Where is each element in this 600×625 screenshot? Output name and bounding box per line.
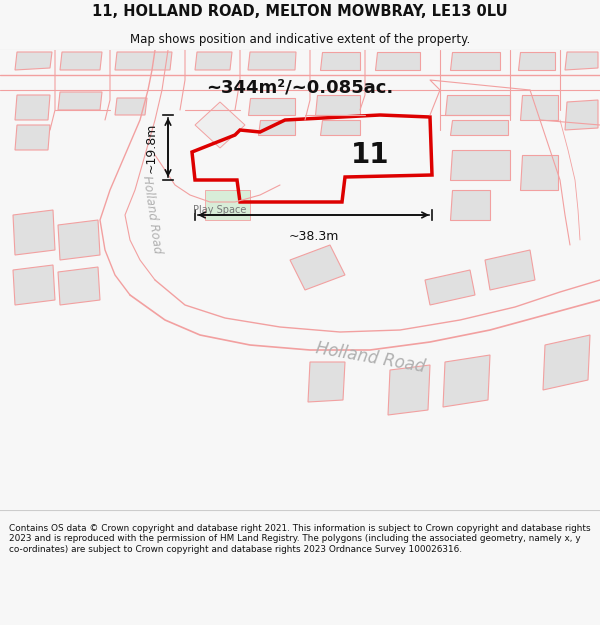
Text: Contains OS data © Crown copyright and database right 2021. This information is : Contains OS data © Crown copyright and d… — [9, 524, 590, 554]
Polygon shape — [485, 250, 535, 290]
Polygon shape — [248, 98, 295, 115]
Polygon shape — [520, 95, 558, 120]
Polygon shape — [58, 220, 100, 260]
Text: ~344m²/~0.085ac.: ~344m²/~0.085ac. — [206, 79, 394, 97]
Polygon shape — [450, 120, 508, 135]
Polygon shape — [520, 155, 558, 190]
Polygon shape — [115, 52, 172, 70]
Polygon shape — [248, 52, 296, 70]
Polygon shape — [60, 52, 102, 70]
Polygon shape — [320, 52, 360, 70]
Text: Map shows position and indicative extent of the property.: Map shows position and indicative extent… — [130, 32, 470, 46]
Text: 11, HOLLAND ROAD, MELTON MOWBRAY, LE13 0LU: 11, HOLLAND ROAD, MELTON MOWBRAY, LE13 0… — [92, 4, 508, 19]
Polygon shape — [443, 355, 490, 407]
Polygon shape — [15, 95, 50, 120]
Polygon shape — [290, 245, 345, 290]
Polygon shape — [320, 120, 360, 135]
Polygon shape — [195, 52, 232, 70]
Text: ~38.3m: ~38.3m — [289, 230, 338, 243]
Polygon shape — [445, 95, 510, 115]
Polygon shape — [258, 120, 295, 135]
Polygon shape — [315, 95, 360, 115]
Polygon shape — [195, 102, 245, 148]
Text: ~19.8m: ~19.8m — [145, 122, 158, 172]
Text: 11: 11 — [351, 141, 389, 169]
Polygon shape — [565, 52, 598, 70]
Polygon shape — [450, 190, 490, 220]
Polygon shape — [375, 52, 420, 70]
Polygon shape — [15, 125, 50, 150]
Polygon shape — [58, 92, 102, 110]
Text: Play Space: Play Space — [193, 205, 247, 215]
Polygon shape — [565, 100, 598, 130]
Polygon shape — [518, 52, 555, 70]
Polygon shape — [13, 210, 55, 255]
Polygon shape — [450, 150, 510, 180]
Polygon shape — [425, 270, 475, 305]
Text: Holland Road: Holland Road — [314, 339, 426, 376]
Polygon shape — [15, 52, 52, 70]
Polygon shape — [13, 265, 55, 305]
Polygon shape — [308, 362, 345, 402]
Text: Holland Road: Holland Road — [140, 175, 164, 255]
Polygon shape — [58, 267, 100, 305]
Polygon shape — [543, 335, 590, 390]
Polygon shape — [205, 190, 250, 220]
Polygon shape — [388, 365, 430, 415]
Polygon shape — [115, 98, 147, 115]
Polygon shape — [450, 52, 500, 70]
